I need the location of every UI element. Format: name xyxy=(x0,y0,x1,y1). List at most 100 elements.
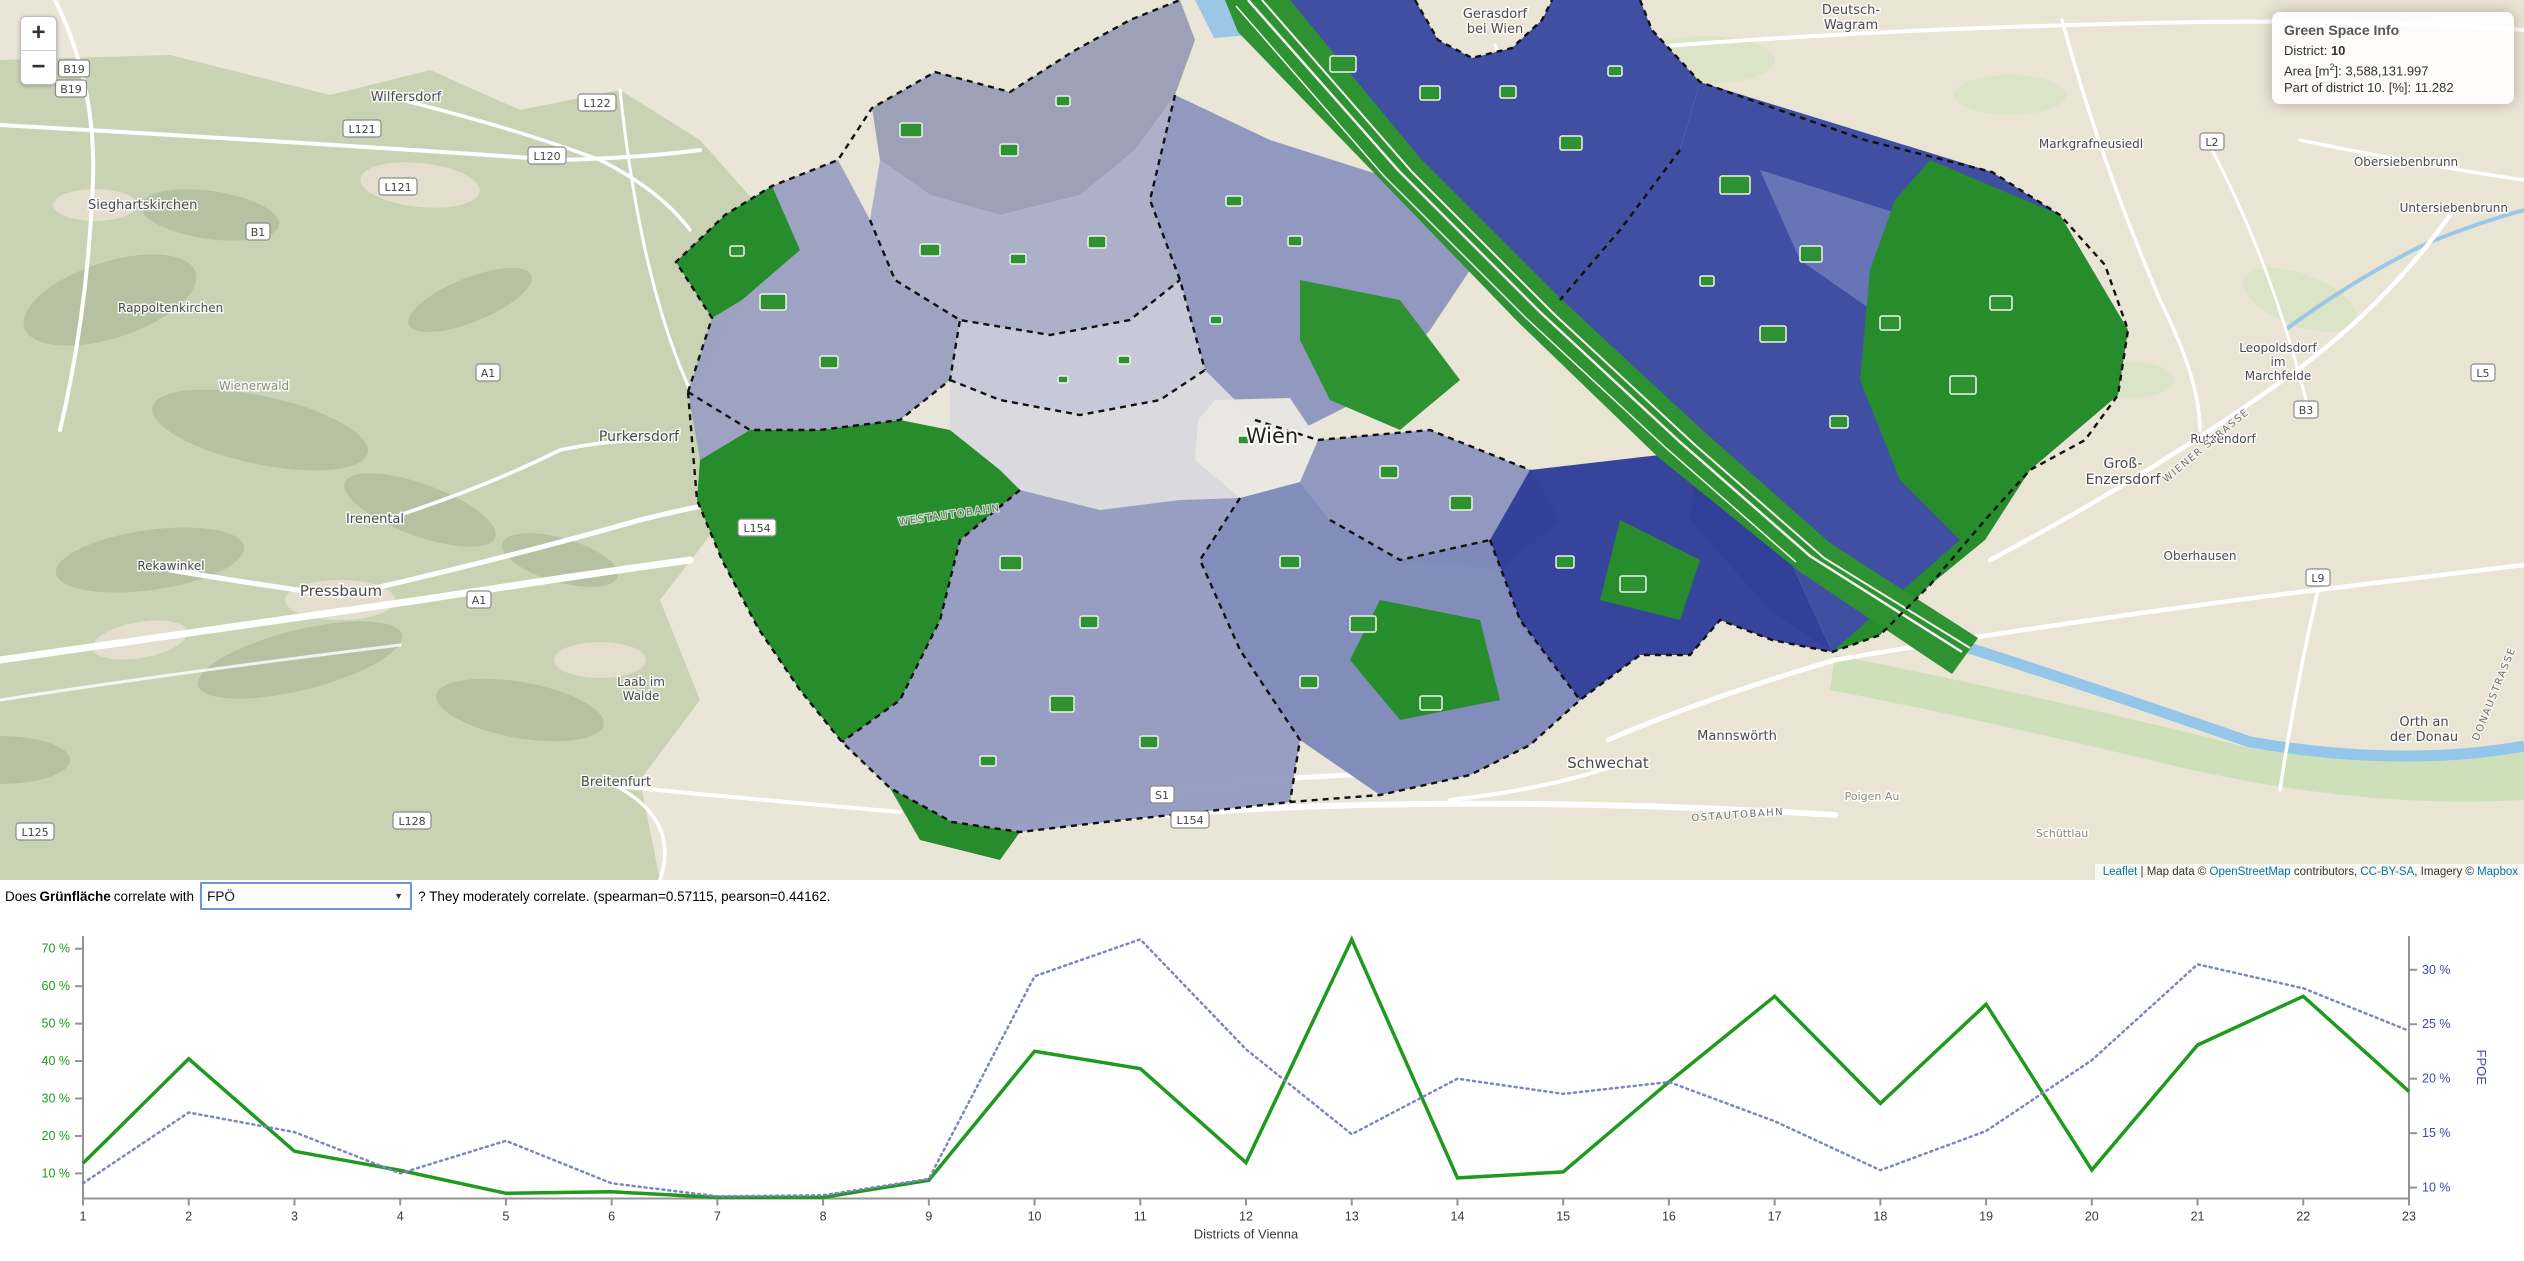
district-value: 10 xyxy=(2330,43,2346,58)
town-label: Untersiebenbrunn xyxy=(2400,201,2508,215)
road-badge: B3 xyxy=(2293,400,2319,419)
x-axis-tick: 14 xyxy=(1451,1210,1465,1224)
city-label: Wien xyxy=(1246,424,1298,448)
town-label: Rappoltenkirchen xyxy=(118,301,223,315)
x-axis-tick: 15 xyxy=(1556,1210,1570,1224)
info-panel-title: Green Space Info xyxy=(2284,22,2400,38)
svg-text:L9: L9 xyxy=(2311,572,2324,585)
info-area-line: Area [m2]: 3,588,131.997 xyxy=(2284,62,2429,79)
x-axis-tick: 11 xyxy=(1134,1210,1147,1224)
road-badge: L5 xyxy=(2470,363,2496,382)
x-axis-tick: 13 xyxy=(1345,1210,1359,1224)
ccbysa-link[interactable]: CC-BY-SA xyxy=(2360,866,2415,878)
road-badge: B1 xyxy=(245,222,271,241)
town-label: Breitenfurt xyxy=(581,775,651,790)
info-part-line: Part of district 10. [%]: 11.282 xyxy=(2284,80,2454,96)
x-axis-tick: 8 xyxy=(820,1210,827,1224)
right-axis-tick: 15 % xyxy=(2422,1126,2451,1140)
road-badge: L120 xyxy=(527,146,567,165)
town-label: Markgrafneusiedl xyxy=(2039,137,2143,151)
town-label: Sieghartskirchen xyxy=(88,198,197,213)
leaflet-link[interactable]: Leaflet xyxy=(2102,866,2138,878)
x-axis-tick: 18 xyxy=(1873,1210,1887,1224)
road-badge: L128 xyxy=(392,811,432,830)
sentence-result: ? They moderately correlate. (spearman=0… xyxy=(418,888,831,904)
chevron-down-icon: ▼ xyxy=(394,891,404,901)
sentence-middle: correlate with xyxy=(113,888,195,904)
map-canvas: Wilfersdorf Sieghartskirchen Rappoltenkirc… xyxy=(0,0,2524,880)
svg-text:L154: L154 xyxy=(1176,814,1203,827)
party-select-value: FPÖ xyxy=(207,888,235,904)
svg-text:L121: L121 xyxy=(348,123,375,136)
x-axis-tick: 16 xyxy=(1662,1210,1676,1224)
road-badge: A1 xyxy=(466,590,492,609)
correlation-chart: 10 % 20 % 30 % 40 % 50 % 60 % 70 % 10 % 15 % 20 %… xyxy=(0,912,2524,1256)
town-label: Rekawinkel xyxy=(137,559,204,573)
svg-text:B19: B19 xyxy=(60,83,82,96)
road-badge: S1 xyxy=(1149,785,1175,804)
svg-text:L122: L122 xyxy=(583,97,610,110)
svg-text:B19: B19 xyxy=(63,63,85,76)
leaflet-map[interactable]: Wilfersdorf Sieghartskirchen Rappoltenkirc… xyxy=(0,0,2524,880)
sentence-variable: Grünfläche xyxy=(39,888,111,904)
x-axis-tick: 2 xyxy=(185,1210,192,1224)
right-axis-tick: 25 % xyxy=(2422,1017,2451,1031)
svg-text:L128: L128 xyxy=(398,815,425,828)
road-badge: L121 xyxy=(342,119,382,138)
left-axis-tick: 30 % xyxy=(42,1092,71,1106)
svg-text:S1: S1 xyxy=(1155,789,1169,802)
x-axis-tick: 9 xyxy=(925,1210,932,1224)
zoom-in-button[interactable]: + xyxy=(21,17,56,51)
svg-text:L125: L125 xyxy=(21,826,48,839)
map-town-labels: Wilfersdorf Sieghartskirchen Rappoltenkirc… xyxy=(87,2,2510,842)
part-value: 11.282 xyxy=(2414,80,2454,96)
town-label: Wienerwald xyxy=(219,379,289,393)
x-axis-label: Districts of Vienna xyxy=(1194,1227,1299,1242)
road-badge: A1 xyxy=(475,363,501,382)
x-axis-tick: 7 xyxy=(714,1210,721,1224)
green-patches xyxy=(729,55,2013,767)
zoom-out-button[interactable]: − xyxy=(31,53,46,80)
right-axis-tick: 20 % xyxy=(2422,1072,2451,1086)
x-axis-tick: 22 xyxy=(2296,1210,2310,1224)
svg-text:A1: A1 xyxy=(481,367,496,380)
left-axis-tick: 10 % xyxy=(42,1166,71,1180)
series-line-grünfläche xyxy=(81,935,2411,1200)
map-road-badges: B19 B19 L122 L120 L121 L121 B1 A1 A1 L125 L128 L154… xyxy=(15,59,2496,841)
town-label: Wilfersdorf xyxy=(371,90,442,105)
map-zoom-control: + − xyxy=(20,16,57,85)
sentence-prefix: Does xyxy=(5,888,37,904)
x-axis-tick: 23 xyxy=(2402,1210,2416,1224)
road-badge: L121 xyxy=(378,177,418,196)
left-axis-tick: 60 % xyxy=(42,979,71,993)
x-axis-tick: 10 xyxy=(1028,1210,1042,1224)
map-attribution: Leaflet | Map data © OpenStreetMap contr… xyxy=(2094,864,2524,880)
town-label: Deutsch-Wagram xyxy=(1822,3,1881,33)
left-axis-tick: 40 % xyxy=(42,1054,71,1068)
town-label: Irenental xyxy=(346,512,404,527)
green-space-info-panel: Green Space Info District: 10 Area [m2]:… xyxy=(2272,12,2514,105)
town-label: Laab im Walde xyxy=(617,675,665,703)
vienna-districts xyxy=(676,0,2128,860)
svg-text:L2: L2 xyxy=(2205,136,2218,149)
town-label: Groß-Enzersdorf xyxy=(2086,456,2162,488)
road-badge: B19 xyxy=(57,59,91,78)
town-label: Orth an der Donau xyxy=(2390,715,2458,745)
info-district-line: District: 10 xyxy=(2284,43,2346,58)
road-badge: L154 xyxy=(1170,810,1210,829)
party-select[interactable]: FPÖ ▼ xyxy=(200,882,413,910)
road-badge: L2 xyxy=(2199,132,2225,151)
svg-text:A1: A1 xyxy=(472,594,487,607)
svg-text:L154: L154 xyxy=(743,522,770,535)
x-axis-tick: 6 xyxy=(608,1210,615,1224)
osm-link[interactable]: OpenStreetMap xyxy=(2209,866,2291,878)
x-axis-tick: 21 xyxy=(2191,1210,2205,1224)
mapbox-link[interactable]: Mapbox xyxy=(2477,866,2518,878)
town-label: Gerasdorf bei Wien xyxy=(1463,7,1528,37)
town-label: Mannswörth xyxy=(1697,729,1777,744)
svg-text:L121: L121 xyxy=(384,181,411,194)
x-axis-tick: 4 xyxy=(397,1210,404,1224)
town-label: Obersiebenbrunn xyxy=(2354,155,2458,169)
town-label: Purkersdorf xyxy=(599,429,680,445)
town-label: Schwechat xyxy=(1567,754,1649,772)
